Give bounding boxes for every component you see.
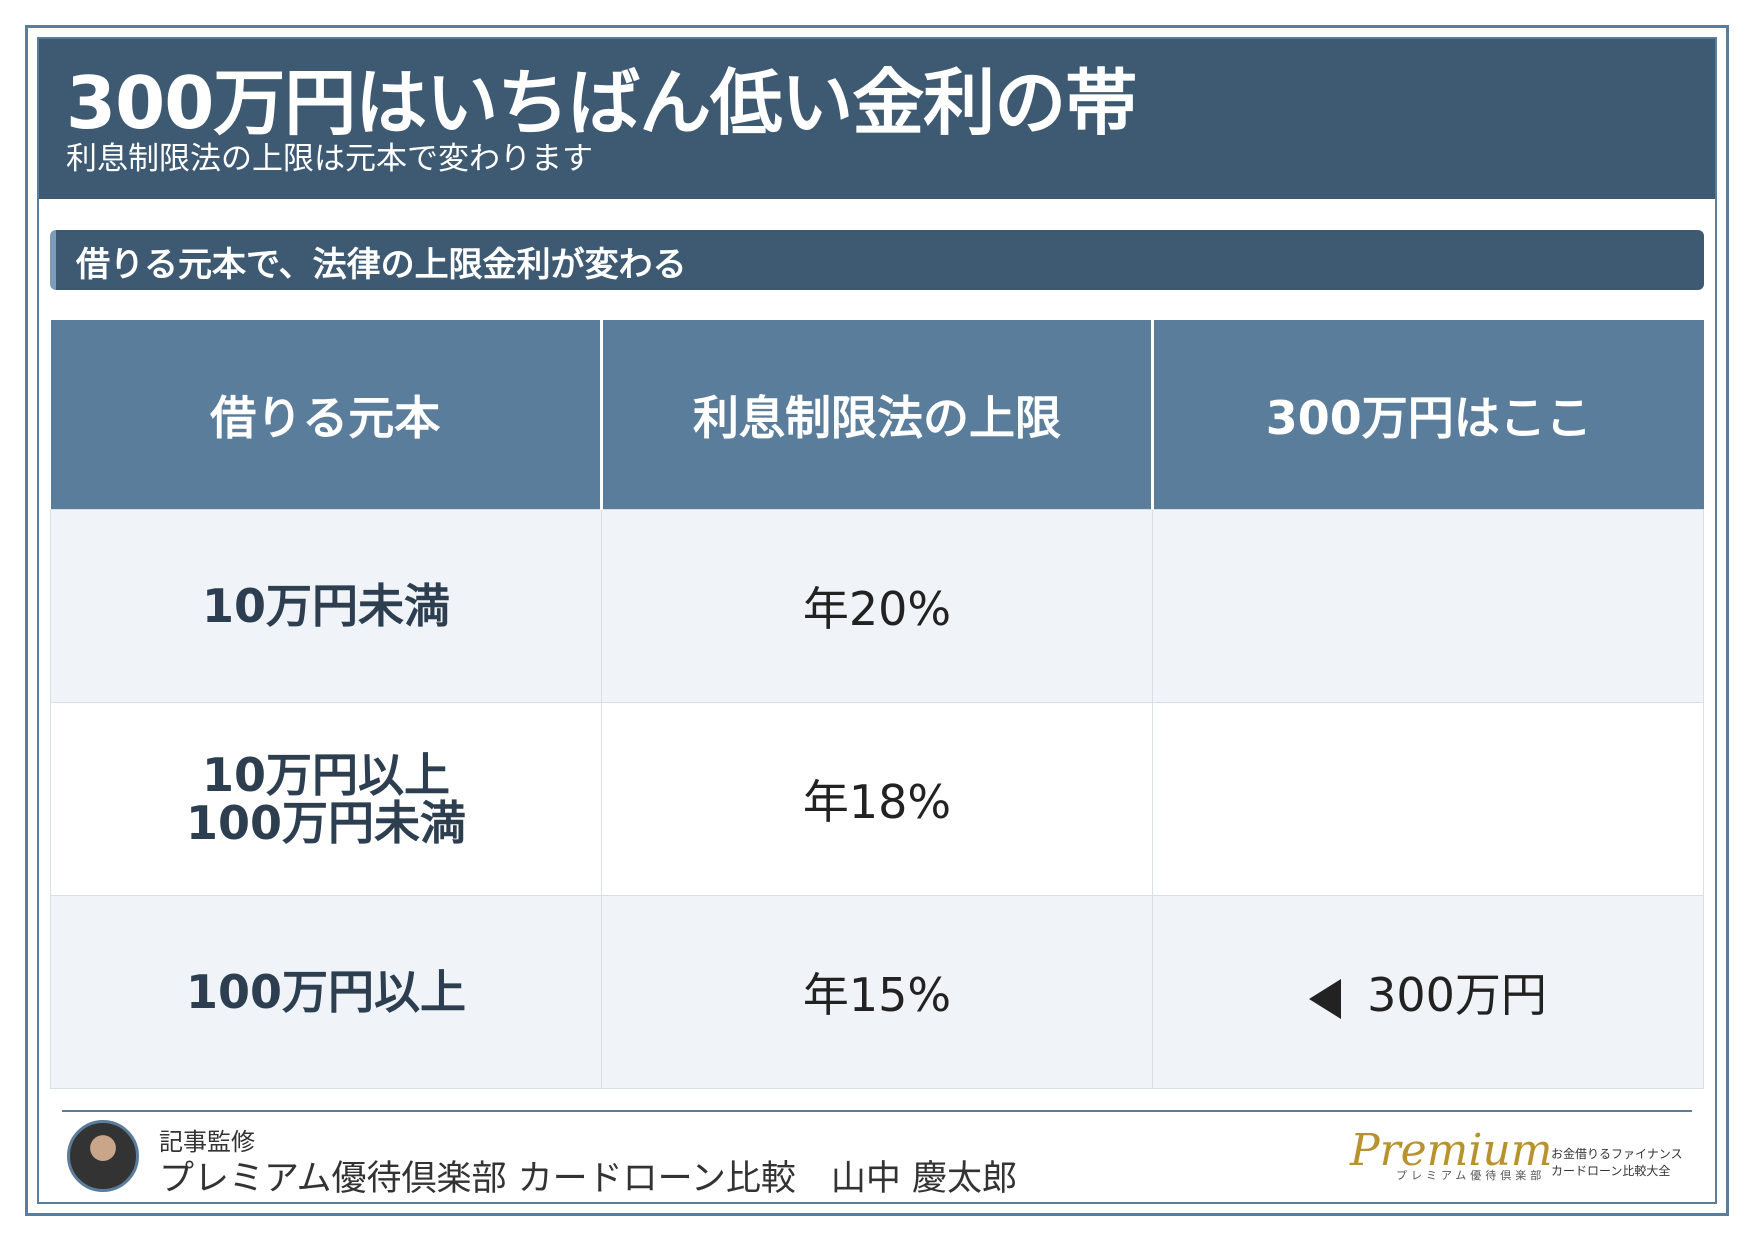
title: 300万円はいちばん低い金利の帯 <box>66 61 1137 145</box>
footer-rule <box>62 1110 1692 1112</box>
logo-line: カードローン比較大全 <box>1551 1164 1671 1178</box>
logo-sub: プレミアム優待倶楽部 <box>1396 1169 1546 1182</box>
principal-cell: 10万円未満 <box>50 509 602 703</box>
table-row: 10万円以上 100万円未満 年18% <box>50 702 1704 896</box>
column-header: 利息制限法の上限 <box>601 320 1154 510</box>
footer-author: プレミアム優待倶楽部 カードローン比較 山中 慶太郎 <box>159 1159 1018 1199</box>
header-band <box>39 39 1715 199</box>
table-row: 10万円未満 年20% <box>50 509 1704 703</box>
section-heading: 借りる元本で、法律の上限金利が変わる <box>76 245 687 285</box>
avatar <box>67 1120 139 1192</box>
marker-cell <box>1152 702 1704 896</box>
outer-frame <box>25 25 1729 1216</box>
table-row: 100万円以上 年15% 300万円 <box>50 895 1704 1089</box>
inner-frame <box>37 37 1717 1204</box>
column-header: 300万円はここ <box>1152 320 1704 510</box>
subtitle: 利息制限法の上限は元本で変わります <box>66 141 593 177</box>
rate-table: 借りる元本 利息制限法の上限 300万円はここ 10万円未満 年20% 10万円… <box>50 320 1704 1089</box>
principal-cell: 100万円以上 <box>50 895 602 1089</box>
limit-cell: 年15% <box>601 895 1153 1089</box>
marker-cell: 300万円 <box>1152 895 1704 1089</box>
arrow-icon <box>1309 978 1342 1019</box>
footer-label: 記事監修 <box>159 1128 255 1156</box>
column-header: 借りる元本 <box>50 320 603 510</box>
logo: Premium <box>1350 1125 1553 1176</box>
limit-cell: 年18% <box>601 702 1153 896</box>
marker-text: 300万円 <box>1367 968 1547 1022</box>
principal-cell: 10万円以上 100万円未満 <box>50 702 602 896</box>
marker-cell <box>1152 509 1704 703</box>
logo-line: お金借りるファイナンス <box>1551 1147 1683 1161</box>
section-bar <box>50 230 1704 290</box>
limit-cell: 年20% <box>601 509 1153 703</box>
header-row: 借りる元本 利息制限法の上限 300万円はここ <box>50 320 1704 510</box>
